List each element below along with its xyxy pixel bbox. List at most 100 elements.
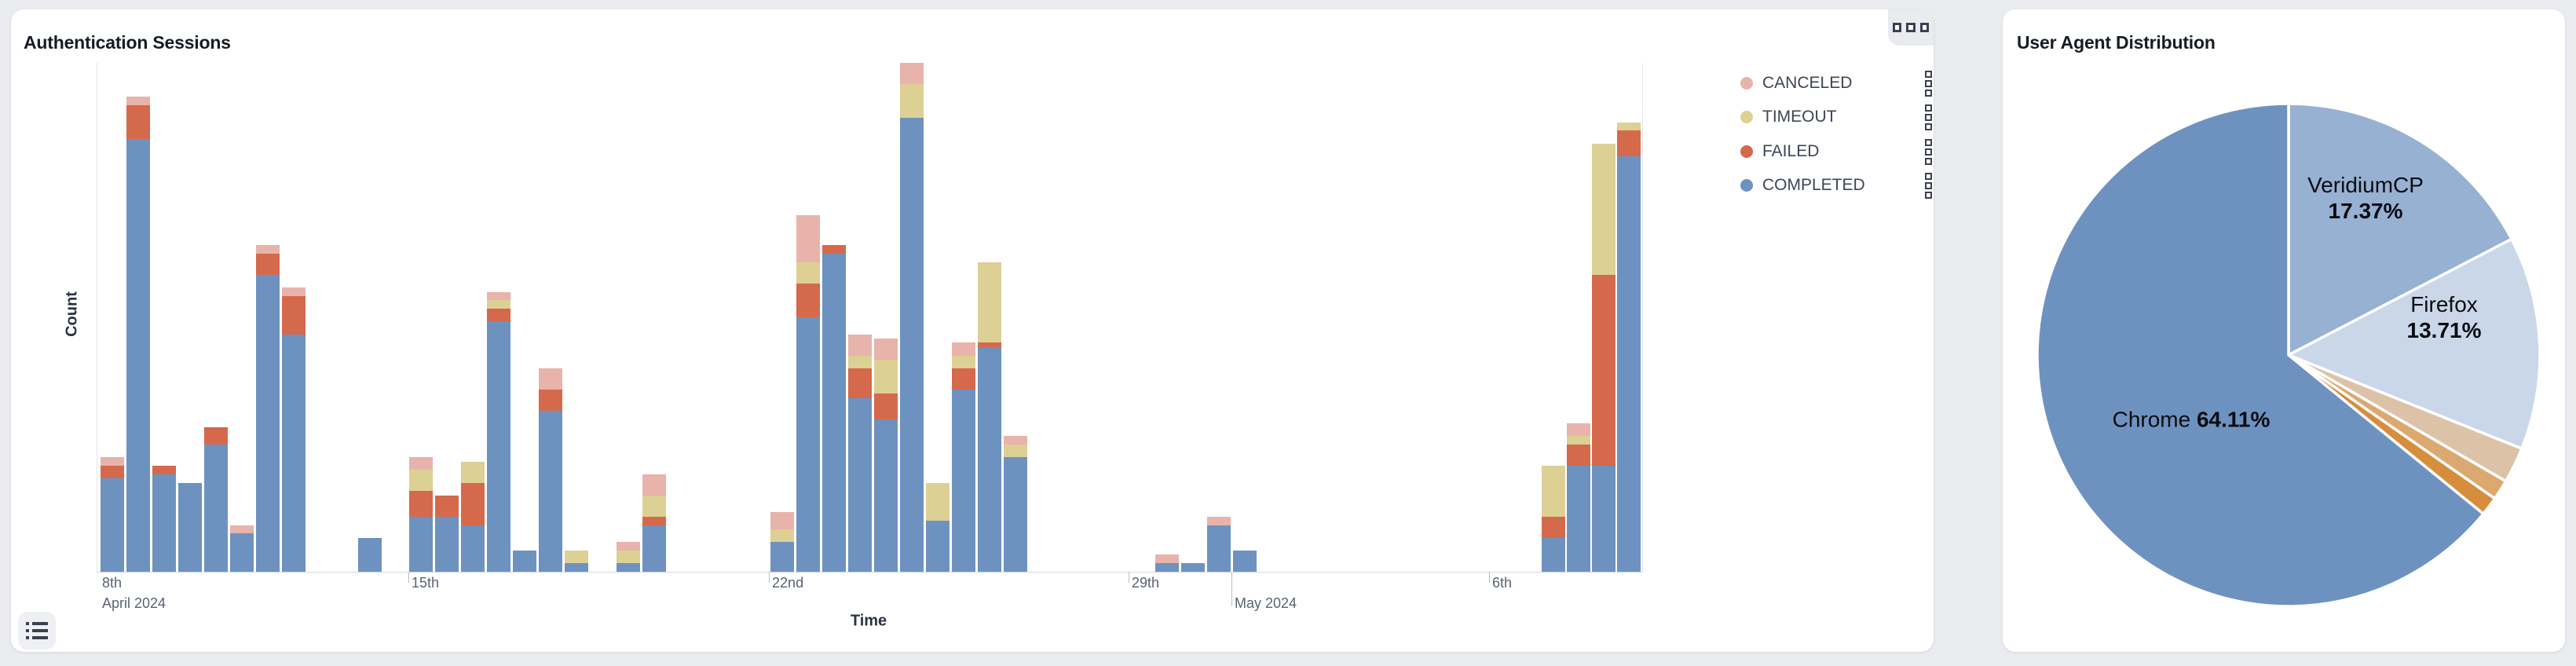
panel-menu-button[interactable] <box>1888 9 1934 46</box>
bar-segment-completed[interactable] <box>1567 466 1590 572</box>
stacked-bar[interactable] <box>616 542 640 572</box>
stacked-bar[interactable] <box>1232 551 1257 572</box>
bar-segment-canceled[interactable] <box>229 525 254 534</box>
stacked-bar[interactable] <box>900 63 924 572</box>
bar-segment-completed[interactable] <box>925 521 950 572</box>
bar-segment-canceled[interactable] <box>256 245 280 254</box>
bar-segment-canceled[interactable] <box>126 97 150 105</box>
bar-segment-completed[interactable] <box>642 525 666 572</box>
bar-segment-timeout[interactable] <box>1616 122 1641 131</box>
bar-segment-timeout[interactable] <box>1541 466 1565 517</box>
stacked-bar[interactable] <box>282 287 306 572</box>
bar-segment-completed[interactable] <box>874 419 898 572</box>
bar-segment-completed[interactable] <box>152 474 176 572</box>
bar-segment-completed[interactable] <box>538 410 562 572</box>
bar-segment-failed[interactable] <box>821 245 846 254</box>
bar-segment-canceled[interactable] <box>487 291 511 301</box>
stacked-bar[interactable] <box>1155 554 1179 572</box>
bar-segment-failed[interactable] <box>796 283 821 317</box>
stacked-bar[interactable] <box>796 215 821 572</box>
stacked-bar[interactable] <box>358 537 382 572</box>
bar-segment-completed[interactable] <box>1004 457 1028 572</box>
stacked-bar[interactable] <box>1181 563 1206 572</box>
bar-segment-timeout[interactable] <box>925 482 950 521</box>
bar-segment-canceled[interactable] <box>282 287 306 296</box>
bar-segment-canceled[interactable] <box>642 474 666 496</box>
bar-segment-completed[interactable] <box>358 537 382 572</box>
bar-segment-completed[interactable] <box>487 321 511 572</box>
bar-segment-completed[interactable] <box>229 533 254 572</box>
bar-segment-completed[interactable] <box>203 445 228 572</box>
bar-segment-failed[interactable] <box>100 466 124 479</box>
bar-segment-failed[interactable] <box>282 296 306 335</box>
bar-segment-failed[interactable] <box>642 516 666 525</box>
stacked-bar[interactable] <box>538 368 562 572</box>
bar-segment-completed[interactable] <box>951 389 975 572</box>
stacked-bar[interactable] <box>847 334 872 572</box>
bar-segment-failed[interactable] <box>126 105 150 140</box>
bar-segment-failed[interactable] <box>1592 275 1616 466</box>
bar-segment-completed[interactable] <box>1232 551 1257 572</box>
bar-segment-completed[interactable] <box>821 254 846 572</box>
bar-segment-failed[interactable] <box>152 466 176 474</box>
bar-segment-failed[interactable] <box>408 491 433 517</box>
stacked-bar[interactable] <box>1592 143 1616 572</box>
bar-segment-timeout[interactable] <box>796 262 821 284</box>
bar-segment-failed[interactable] <box>847 368 872 398</box>
data-view-button[interactable] <box>18 612 56 650</box>
stacked-bar[interactable] <box>1004 436 1028 572</box>
stacked-bar[interactable] <box>408 457 433 572</box>
stacked-bar[interactable] <box>1567 423 1590 572</box>
bar-segment-timeout[interactable] <box>642 495 666 517</box>
pie-slice-firefox[interactable] <box>2287 237 2541 451</box>
bar-segment-failed[interactable] <box>461 482 485 525</box>
bar-segment-timeout[interactable] <box>1004 445 1028 458</box>
bar-segment-completed[interactable] <box>1181 563 1206 572</box>
bar-segment-canceled[interactable] <box>100 457 124 466</box>
pie-slice-chrome[interactable] <box>2036 102 2485 608</box>
legend-item-completed[interactable]: COMPLETED <box>1740 171 1934 200</box>
bar-segment-canceled[interactable] <box>951 342 975 356</box>
stacked-bar[interactable] <box>1207 516 1231 572</box>
bar-segment-completed[interactable] <box>434 516 459 572</box>
legend-item-canceled[interactable]: CANCELED <box>1740 70 1934 97</box>
bar-segment-canceled[interactable] <box>1155 554 1179 564</box>
legend-item-timeout[interactable]: TIMEOUT <box>1740 104 1934 130</box>
stacked-bar[interactable] <box>152 466 176 572</box>
stacked-bar[interactable] <box>229 525 254 572</box>
bar-segment-canceled[interactable] <box>1004 436 1028 445</box>
bar-segment-timeout[interactable] <box>487 300 511 309</box>
stacked-bar[interactable] <box>642 474 666 572</box>
bar-segment-completed[interactable] <box>178 482 203 572</box>
bar-segment-failed[interactable] <box>203 427 228 445</box>
bar-segment-completed[interactable] <box>900 118 924 572</box>
bar-segment-canceled[interactable] <box>900 63 924 84</box>
stacked-bar[interactable] <box>178 482 203 572</box>
bar-segment-canceled[interactable] <box>408 457 433 470</box>
stacked-bar[interactable] <box>925 482 950 572</box>
bar-segment-completed[interactable] <box>461 525 485 572</box>
bar-segment-timeout[interactable] <box>565 551 588 564</box>
bar-segment-canceled[interactable] <box>1567 423 1590 437</box>
stacked-bar[interactable] <box>951 342 975 572</box>
stacked-bar[interactable] <box>100 457 124 572</box>
bar-segment-failed[interactable] <box>1616 130 1641 156</box>
bar-segment-canceled[interactable] <box>616 542 640 551</box>
bar-segment-completed[interactable] <box>126 139 150 572</box>
series-menu-icon[interactable] <box>1923 137 1934 166</box>
stacked-bar[interactable] <box>256 245 280 572</box>
bar-segment-completed[interactable] <box>512 551 536 572</box>
stacked-bar[interactable] <box>565 551 588 572</box>
bar-segment-completed[interactable] <box>1541 537 1565 572</box>
bar-segment-completed[interactable] <box>1616 156 1641 572</box>
bar-segment-canceled[interactable] <box>847 334 872 356</box>
bar-segment-timeout[interactable] <box>847 355 872 368</box>
bar-segment-timeout[interactable] <box>770 529 794 543</box>
bar-segment-failed[interactable] <box>1567 445 1590 466</box>
bar-segment-failed[interactable] <box>487 309 511 322</box>
series-menu-icon[interactable] <box>1923 171 1934 200</box>
stacked-bar[interactable] <box>770 512 794 572</box>
bar-segment-canceled[interactable] <box>874 338 898 360</box>
bar-segment-completed[interactable] <box>847 397 872 572</box>
stacked-bar[interactable] <box>1616 122 1641 572</box>
